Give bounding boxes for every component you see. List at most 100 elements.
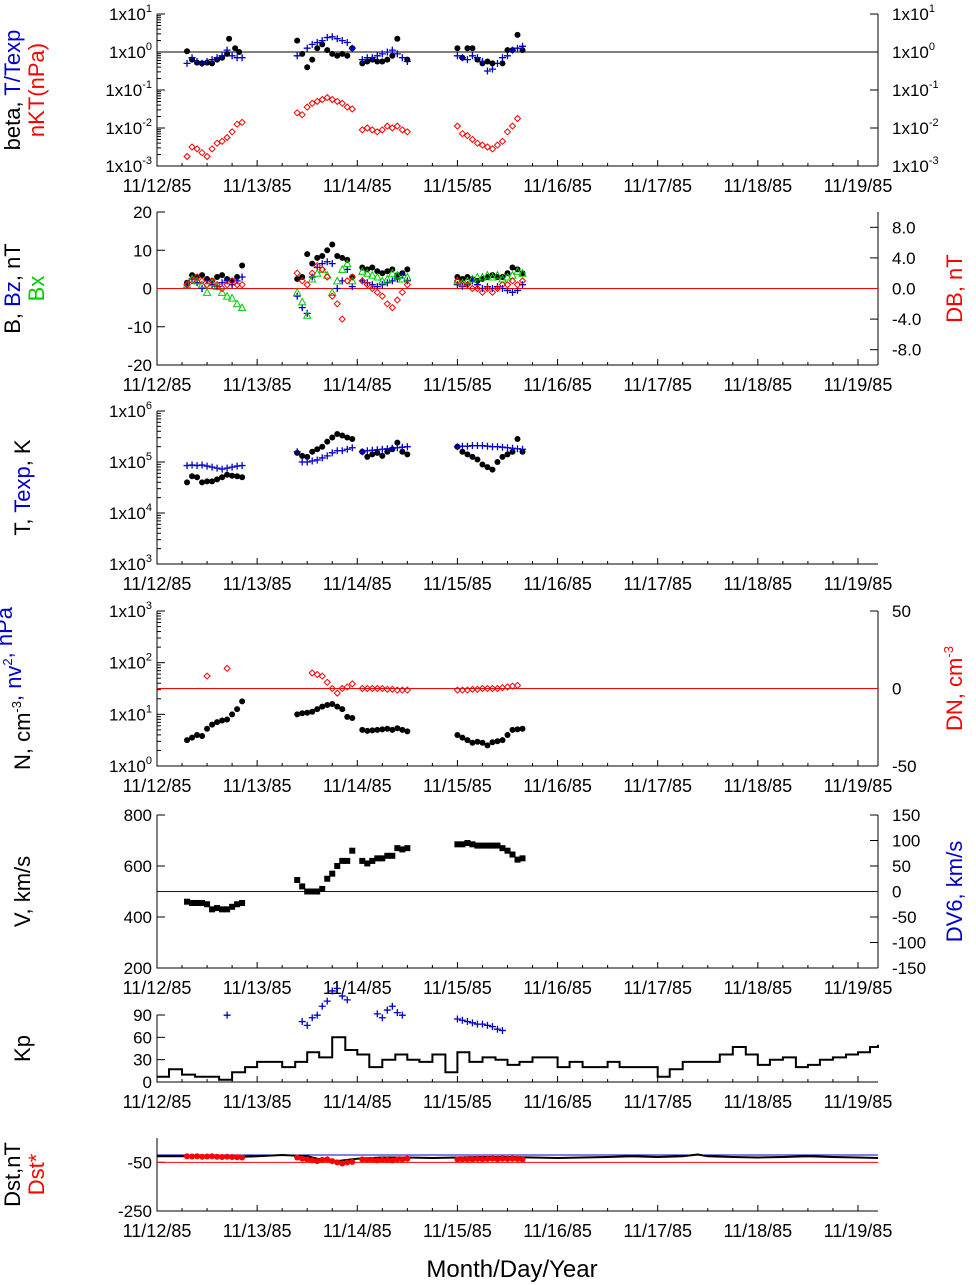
right-tick-label: 1x10-2 <box>892 117 939 138</box>
data-point <box>193 145 201 153</box>
data-point <box>203 462 211 470</box>
data-point <box>519 725 526 732</box>
data-point <box>392 270 402 279</box>
data-point <box>213 464 221 472</box>
data-point <box>214 274 221 281</box>
tick-mantissa: 1x10 <box>892 81 929 100</box>
data-point <box>379 726 386 733</box>
data-point <box>199 899 206 906</box>
data-point <box>459 1156 466 1163</box>
data-point <box>374 58 381 65</box>
right-axis-title: DN, cm-3 <box>941 646 967 731</box>
tick-mantissa: 1x10 <box>109 402 146 421</box>
data-point <box>359 1156 366 1163</box>
data-point <box>474 842 481 849</box>
data-point <box>333 285 341 292</box>
data-point <box>484 464 491 471</box>
data-point <box>323 93 331 102</box>
x-tick-label: 11/16/85 <box>523 574 592 594</box>
data-point <box>238 462 246 470</box>
data-point <box>343 996 351 1004</box>
data-point <box>213 139 221 147</box>
data-point <box>369 451 376 458</box>
y-tick-label: 1x101 <box>109 3 152 24</box>
data-point <box>308 40 316 48</box>
right-tick-label: 1x101 <box>892 3 935 24</box>
data-point <box>313 1011 321 1019</box>
data-point <box>329 1158 336 1165</box>
data-point <box>234 1154 241 1161</box>
data-point <box>453 1015 461 1023</box>
data-point <box>463 131 472 140</box>
x-tick-label: 11/18/85 <box>723 375 792 395</box>
data-point <box>323 34 331 42</box>
series <box>183 261 527 323</box>
data-point <box>328 292 336 300</box>
data-point <box>489 466 496 473</box>
data-point <box>383 685 392 693</box>
data-point <box>504 451 511 458</box>
data-point <box>373 288 382 297</box>
data-point <box>194 732 201 738</box>
data-point <box>483 283 491 291</box>
data-point <box>403 686 412 694</box>
data-point <box>459 448 466 455</box>
series <box>184 840 526 913</box>
data-point <box>349 436 356 443</box>
data-point <box>319 443 326 450</box>
data-point <box>293 448 301 456</box>
data-point <box>489 739 496 746</box>
data-point <box>503 280 512 289</box>
data-point <box>292 287 302 296</box>
data-point <box>479 461 486 468</box>
data-point <box>188 143 196 151</box>
right-tick-label: 150 <box>892 806 920 825</box>
data-point <box>374 1157 381 1164</box>
data-point <box>489 1155 496 1162</box>
tick-exponent: -1 <box>142 79 152 91</box>
data-point <box>514 31 521 38</box>
data-point <box>504 1155 511 1162</box>
data-point <box>184 1153 191 1160</box>
y-tick-label: 1x10-1 <box>105 79 152 100</box>
label-part: Bz <box>0 281 25 307</box>
data-point <box>454 732 461 738</box>
data-point <box>209 478 216 485</box>
data-point <box>479 1156 486 1163</box>
data-point <box>398 288 407 297</box>
data-point <box>323 258 331 266</box>
data-point <box>324 438 331 445</box>
data-point <box>514 436 521 443</box>
tick-mantissa: 1x10 <box>109 602 146 621</box>
data-point <box>194 474 201 481</box>
data-point <box>508 46 516 54</box>
data-point <box>463 1018 471 1026</box>
tick-exponent: -2 <box>929 117 939 129</box>
data-point <box>333 689 341 697</box>
data-point <box>294 275 301 282</box>
y-tick-label: 400 <box>124 908 152 927</box>
data-point <box>513 681 522 690</box>
data-point <box>299 883 306 890</box>
series <box>183 442 527 473</box>
data-point <box>483 143 492 151</box>
y-axis-title: Bx <box>24 276 49 302</box>
data-point <box>309 56 316 63</box>
x-tick-label: 11/17/85 <box>623 978 692 998</box>
data-point <box>214 476 221 483</box>
data-point <box>318 95 326 104</box>
data-point <box>303 1021 311 1029</box>
data-point <box>223 46 231 54</box>
data-point <box>463 56 471 64</box>
data-point <box>328 95 336 104</box>
data-point <box>469 841 476 848</box>
data-point <box>349 1158 356 1165</box>
data-point <box>458 280 467 289</box>
data-point <box>373 684 382 693</box>
data-point <box>328 449 336 457</box>
data-point <box>382 274 392 283</box>
data-point <box>304 1156 311 1163</box>
series <box>182 259 527 319</box>
label-part: DB, nT <box>942 254 967 322</box>
